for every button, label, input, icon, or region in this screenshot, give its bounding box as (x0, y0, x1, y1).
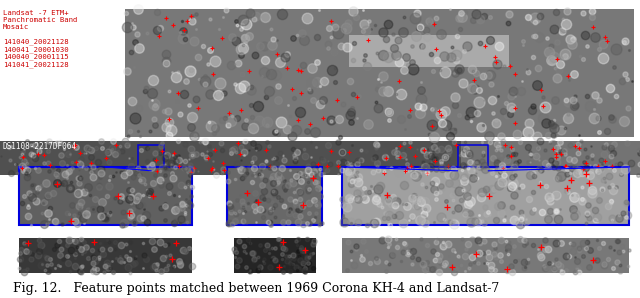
Bar (19, 167, 192, 225)
Bar (234, 238, 316, 273)
Bar (227, 167, 322, 225)
Text: Landsat -7 ETM+
Panchromatic Band
Mosaic

141040_20021128
140041_20001030
140040: Landsat -7 ETM+ Panchromatic Band Mosaic… (3, 10, 77, 68)
Bar (342, 167, 629, 225)
Bar (458, 145, 488, 171)
Bar (0, 141, 640, 175)
Bar (19, 238, 192, 273)
Text: DS1108-2217DF064: DS1108-2217DF064 (3, 142, 77, 151)
Bar (461, 141, 640, 175)
Bar (342, 238, 629, 273)
Text: Fig. 12.   Feature points matched between 1969 Corona KH-4 and Landsat-7: Fig. 12. Feature points matched between … (13, 282, 499, 295)
Bar (349, 35, 509, 66)
Bar (125, 9, 634, 137)
Bar (138, 145, 164, 171)
